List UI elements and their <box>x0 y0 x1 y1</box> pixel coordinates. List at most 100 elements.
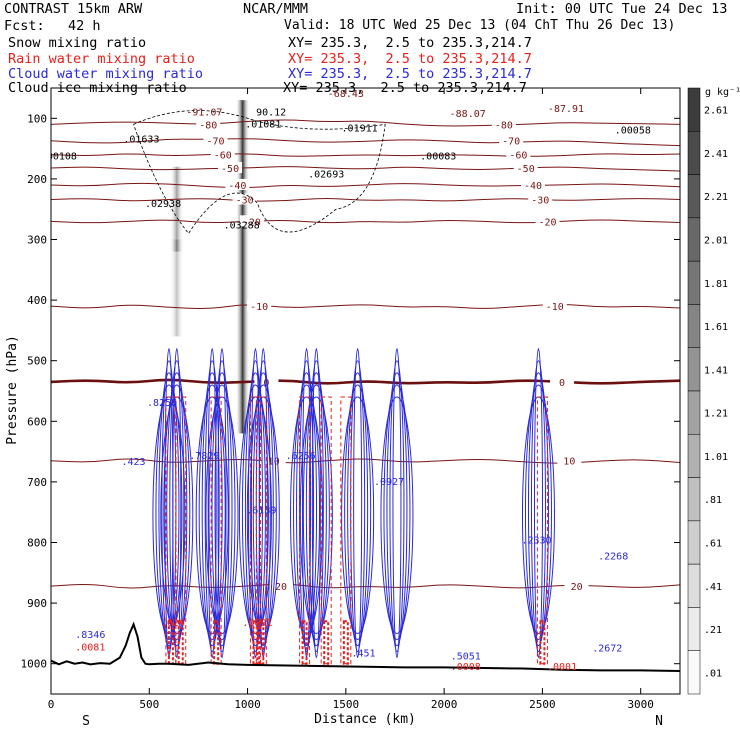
colorbar-label: 2.41 <box>704 149 728 160</box>
terrain-line <box>51 621 680 672</box>
annotation-label: .0081 <box>75 642 105 653</box>
isotherm-label-bg <box>499 134 524 146</box>
y-tick-label: 500 <box>27 355 47 368</box>
end-label-left: S <box>82 714 90 729</box>
cloud-water-contour <box>205 396 239 634</box>
y-tick-label: 300 <box>27 234 47 247</box>
annotation-label: .03288 <box>224 221 260 232</box>
y-tick-label: 400 <box>27 294 47 307</box>
rain-water-core <box>342 620 349 665</box>
cloud-water-contour <box>172 348 182 659</box>
rain-water-core <box>252 620 259 665</box>
colorbar-swatch <box>687 607 701 651</box>
field-snow-label: Snow mixing ratio <box>8 35 147 51</box>
isotherm-0 <box>51 378 680 385</box>
isotherm-label: 20 <box>571 582 583 593</box>
annotation-label: -88.07 <box>450 109 486 120</box>
annotation-label: .02693 <box>308 170 344 181</box>
isotherm-20 <box>51 583 680 589</box>
isotherm-label: 0 <box>263 378 269 389</box>
isotherm-label-bg <box>232 193 257 205</box>
colorbar-swatch <box>687 131 701 175</box>
x-tick-label: 1000 <box>234 698 261 711</box>
isotherm-label-bg <box>196 118 221 130</box>
isotherm--20 <box>51 219 680 224</box>
colorbar-label: 1.41 <box>704 365 728 376</box>
annotation-label: .6139 <box>246 505 276 516</box>
y-tick-label: 200 <box>27 173 47 186</box>
end-label-right: N <box>655 714 663 729</box>
isotherm-label-bg <box>247 300 272 312</box>
isotherm-label: -30 <box>531 196 549 207</box>
isotherm-label-bg <box>268 580 293 592</box>
rain-water-contour <box>536 396 548 665</box>
cloud-water-contour <box>155 384 183 640</box>
colorbar-label: 1.01 <box>704 452 728 463</box>
isotherm-label: -60 <box>509 151 527 162</box>
colorbar-swatch <box>687 520 701 565</box>
cloud-water-contour <box>527 372 549 647</box>
colorbar-swatch <box>687 650 701 695</box>
cloud-water-contour <box>386 372 408 647</box>
isotherm-label: -30 <box>236 196 254 207</box>
cloud-water-contour <box>530 360 546 653</box>
x-tick-label: 2000 <box>431 698 458 711</box>
isotherm-label: -20 <box>243 217 261 228</box>
isotherm--50 <box>51 166 680 172</box>
cloud-water-contour <box>302 384 330 640</box>
field-rain-label: Rain water mixing ratio <box>8 51 195 67</box>
cloud-water-contour <box>305 372 327 647</box>
annotation-label: .024 <box>161 618 185 629</box>
isotherm-label: -70 <box>206 137 224 148</box>
isotherm-label: -40 <box>228 181 246 192</box>
field-rain-xy: XY= 235.3, 2.5 to 235.3,214.7 <box>288 51 532 67</box>
annotation-label: .423 <box>122 457 146 468</box>
annotation-label: .01633 <box>123 135 159 146</box>
x-tick-label: 1500 <box>333 698 360 711</box>
colorbar-swatch <box>687 477 701 522</box>
cloud-water-contour <box>311 348 321 659</box>
annotation-label: 90.12 <box>256 107 286 118</box>
rain-water-core <box>167 620 174 665</box>
isotherm-label: 0 <box>559 378 565 389</box>
annotation-label: .01081 <box>245 119 281 130</box>
colorbar-label: 2.21 <box>704 192 728 203</box>
rain-water-core <box>213 620 220 665</box>
rain-water-contour <box>320 396 332 665</box>
annotation-label: .2330 <box>521 536 551 547</box>
cloud-water-contour <box>296 372 318 647</box>
colorbar-unit: g kg⁻¹ <box>705 87 740 98</box>
x-tick-label: 0 <box>48 698 55 711</box>
model-title: CONTRAST 15km ARW <box>4 1 143 17</box>
cloud-water-contour <box>158 372 180 647</box>
annotation-label: .6256 <box>286 451 316 462</box>
isotherm-label-bg <box>210 148 235 160</box>
x-tick-label: 2500 <box>529 698 556 711</box>
cloud-water-contour <box>392 348 402 659</box>
isotherm-label-bg <box>513 161 538 173</box>
cloud-water-contour <box>383 384 411 640</box>
field-cloudwater-xy: XY= 235.3, 2.5 to 235.3,214.7 <box>288 66 532 82</box>
cloud-water-contour <box>198 384 226 640</box>
cloud-water-contour <box>241 384 269 640</box>
cloud-water-contour <box>217 348 227 659</box>
rain-water-contour <box>340 396 352 665</box>
isotherm--40 <box>51 182 680 189</box>
cloud-water-contour <box>207 348 217 659</box>
isotherm--10 <box>51 303 680 310</box>
colorbar-label: 1.61 <box>704 322 728 333</box>
snow-column-0 <box>169 166 184 252</box>
annotation-label: -91.07 <box>186 107 222 118</box>
colorbar-label: 2.61 <box>704 106 728 117</box>
annotation-label: .0927 <box>374 477 404 488</box>
cloud-water-contour <box>214 360 230 653</box>
colorbar-swatch <box>687 217 701 262</box>
cloud-water-contour <box>389 360 405 653</box>
isotherm-label: -20 <box>538 217 556 228</box>
annotation-label: .0091 <box>242 618 272 629</box>
rain-water-contour <box>249 396 261 665</box>
cloud-water-contour <box>524 384 552 640</box>
isotherm-label: 10 <box>268 457 280 468</box>
cloud-water-contour <box>247 360 263 653</box>
annotation-label: -68.43 <box>328 89 364 100</box>
